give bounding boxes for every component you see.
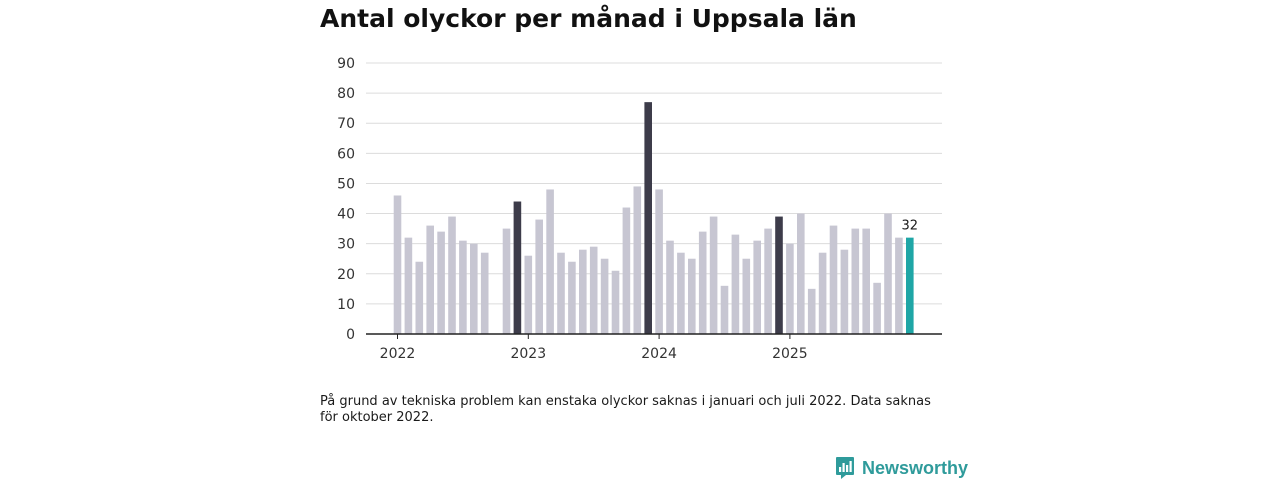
bar xyxy=(764,228,772,334)
bar xyxy=(644,102,652,335)
bars xyxy=(393,102,914,335)
x-tick-label: 2022 xyxy=(380,346,416,362)
bar xyxy=(535,219,543,334)
y-tick-label: 60 xyxy=(337,146,355,162)
bar xyxy=(688,258,696,334)
bar xyxy=(884,213,892,334)
y-tick-label: 90 xyxy=(337,56,355,72)
bar xyxy=(437,231,445,334)
bar xyxy=(448,216,456,334)
x-tick-label: 2024 xyxy=(641,346,677,362)
bar xyxy=(906,237,914,334)
footnote: På grund av tekniska problem kan enstaka… xyxy=(320,394,931,425)
bar-chart: 0 10 20 30 40 50 60 70 80 90 2022 2023 2024 2025 32 xyxy=(337,56,942,362)
bar xyxy=(655,189,663,334)
bar xyxy=(633,186,642,334)
bar xyxy=(698,231,707,334)
y-tick-label: 70 xyxy=(337,116,355,132)
axes xyxy=(366,333,942,339)
bar xyxy=(840,249,849,334)
y-tick-label: 30 xyxy=(337,237,355,253)
bar xyxy=(622,207,631,334)
bar xyxy=(393,195,402,334)
bar xyxy=(459,240,467,334)
bar xyxy=(546,189,554,334)
bar xyxy=(426,225,434,334)
bar xyxy=(742,258,751,334)
bar xyxy=(470,243,478,334)
bar xyxy=(720,285,729,334)
y-tick-label: 80 xyxy=(337,86,355,102)
bar xyxy=(666,240,674,334)
brand-name: Newsworthy xyxy=(862,457,969,478)
bar xyxy=(818,252,827,334)
bar xyxy=(677,252,685,334)
bar xyxy=(600,258,609,334)
y-tick-label: 0 xyxy=(346,327,355,343)
bar xyxy=(731,234,740,334)
bar xyxy=(524,255,533,334)
bar xyxy=(611,270,620,334)
bar xyxy=(557,252,565,334)
bar xyxy=(589,246,598,334)
chart-title: Antal olyckor per månad i Uppsala län xyxy=(320,4,857,33)
y-tick-label: 40 xyxy=(337,207,355,223)
bar xyxy=(753,240,761,334)
bar xyxy=(895,237,903,334)
bar xyxy=(513,201,522,334)
newsworthy-logo-icon xyxy=(836,457,854,479)
brand[interactable]: Newsworthy xyxy=(835,455,968,481)
bar xyxy=(851,228,860,334)
bar xyxy=(404,237,413,334)
bar xyxy=(709,216,718,334)
labels: 0 10 20 30 40 50 60 70 80 90 2022 2023 2024 2025 32 xyxy=(337,56,918,362)
y-tick-label: 20 xyxy=(337,267,355,283)
bar xyxy=(786,243,794,334)
x-tick-label: 2023 xyxy=(510,346,546,362)
bar xyxy=(415,261,424,334)
bar xyxy=(807,288,816,334)
y-tick-label: 50 xyxy=(337,176,355,192)
bar xyxy=(775,216,783,334)
bar xyxy=(579,249,587,334)
bar xyxy=(502,228,511,334)
data-label: 32 xyxy=(902,219,919,234)
x-tick-label: 2025 xyxy=(772,346,808,362)
bar xyxy=(480,252,489,334)
bar xyxy=(568,261,576,334)
bar xyxy=(862,228,870,334)
y-tick-label: 10 xyxy=(337,297,355,313)
bar xyxy=(797,213,805,334)
bar xyxy=(829,225,838,334)
bar xyxy=(873,282,881,334)
